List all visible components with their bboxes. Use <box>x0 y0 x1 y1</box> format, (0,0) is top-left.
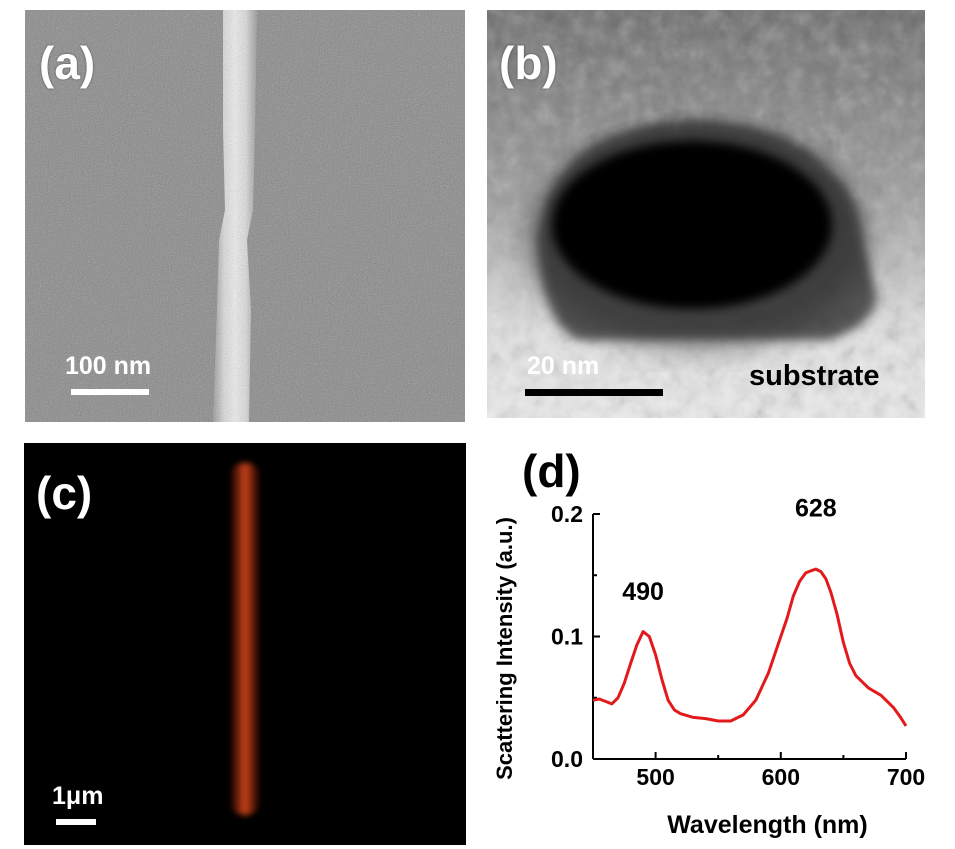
scalebar-label-c: 1μm <box>52 782 104 810</box>
scalebar-c <box>56 819 96 825</box>
y-tick-label: 0.0 <box>551 746 583 772</box>
y-tick-label: 0.1 <box>551 624 583 650</box>
panel-label-c: (c) <box>36 467 93 519</box>
sem-image <box>25 10 465 422</box>
scalebar-label-a: 100 nm <box>65 352 152 380</box>
scalebar-label-b: 20 nm <box>527 352 600 380</box>
substrate-label: substrate <box>749 360 880 392</box>
chart-ticks: 500 600 700 0.0 0.1 0.2 <box>551 501 925 790</box>
y-tick-label: 0.2 <box>551 501 583 527</box>
panel-label-b: (b) <box>499 37 558 89</box>
scalebar-a <box>71 389 149 395</box>
nanowire-scattering <box>231 463 259 815</box>
x-tick-label: 500 <box>636 764 674 790</box>
darkfield-image <box>24 443 466 845</box>
chart-annotations: 490 628 <box>622 494 837 605</box>
panel-b-tem-image: (b) 20 nm substrate <box>487 10 925 418</box>
panel-d-spectrum-chart: 500 600 700 0.0 0.1 0.2 490 628 Wavelength (nm… <box>470 440 955 849</box>
x-axis-label: Wavelength (nm) <box>667 811 867 839</box>
panel-a-sem-image: (a) 100 nm <box>25 10 465 422</box>
panel-label-a: (a) <box>39 37 96 89</box>
x-tick-label: 600 <box>762 764 800 790</box>
y-axis-label: Scattering Intensity (a.u.) <box>492 517 517 780</box>
panel-c-darkfield-image: (c) 1μm <box>24 443 466 845</box>
nanowire-cross-section <box>552 141 832 309</box>
tem-image <box>487 10 925 418</box>
peak-annotation: 628 <box>795 494 837 522</box>
peak-annotation: 490 <box>622 578 664 606</box>
x-tick-label: 700 <box>887 764 925 790</box>
scalebar-b <box>525 389 663 396</box>
series-line <box>592 567 908 727</box>
panel-label-d: (d) <box>522 445 581 497</box>
spectrum-chart: 500 600 700 0.0 0.1 0.2 490 628 Wavelength (nm… <box>492 494 925 839</box>
